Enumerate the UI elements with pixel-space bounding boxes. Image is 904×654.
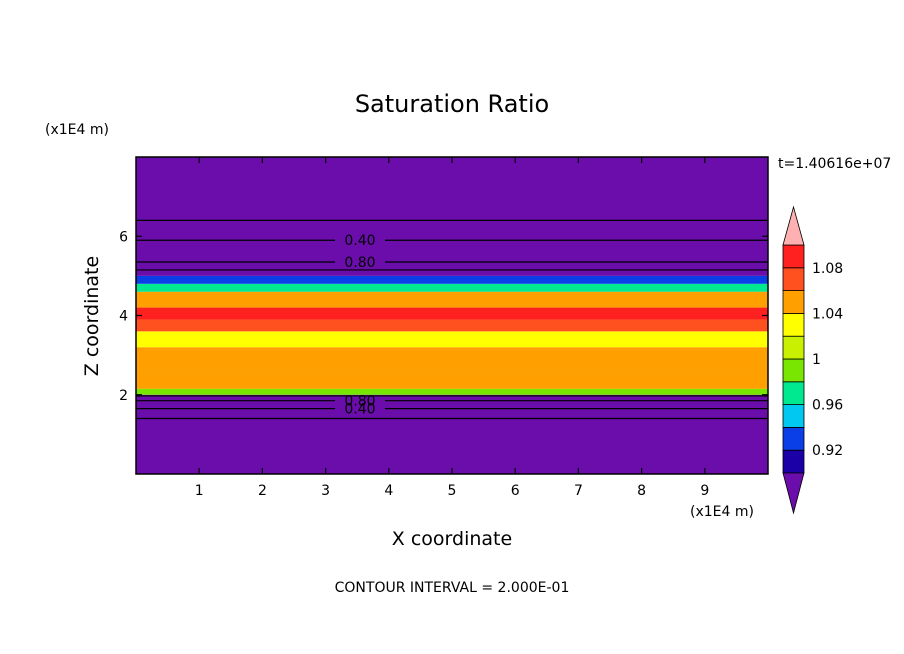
plot-area: 0.400.800.800.40 [136, 157, 768, 474]
y-tick-label: 2 [119, 388, 128, 404]
heatmap-layer [136, 319, 768, 332]
x-tick-label: 3 [321, 483, 330, 499]
colorbar-under-triangle [782, 472, 805, 515]
heatmap-layer [136, 331, 768, 348]
colorbar-band [782, 290, 805, 314]
contour-interval-footer: CONTOUR INTERVAL = 2.000E-01 [335, 580, 570, 596]
colorbar-band [782, 404, 805, 428]
heatmap-layer [136, 291, 768, 308]
colorbar-tick-label: 1.04 [812, 306, 843, 322]
x-axis-label: X coordinate [392, 528, 512, 550]
time-label: t=1.40616e+07 [778, 156, 891, 172]
chart-title: Saturation Ratio [355, 90, 549, 118]
colorbar-band [782, 381, 805, 405]
x-tick-label: 2 [258, 483, 267, 499]
colorbar-band [782, 449, 805, 474]
y-axis-ticks: 2 4 6 [119, 229, 768, 404]
heatmap-layer [136, 370, 768, 389]
colorbar-band [782, 244, 805, 269]
x-tick-label: 9 [700, 483, 709, 499]
heatmap-layer [136, 347, 768, 371]
heatmap-layer [136, 283, 768, 292]
y-axis-units: (x1E4 m) [45, 122, 109, 138]
heatmap-layer [136, 394, 768, 474]
colorbar-tick-label: 1.08 [812, 261, 843, 277]
colorbar-band [782, 335, 805, 360]
heatmap-layers [136, 157, 768, 474]
contour-label: 0.40 [344, 233, 375, 249]
colorbar-over-triangle [782, 205, 805, 246]
colorbar-band [782, 358, 805, 383]
colorbar-band [782, 267, 805, 291]
colorbar-band [782, 312, 805, 337]
colorbar-tick-label: 0.96 [812, 398, 843, 414]
x-axis-ticks: 1 2 3 4 5 6 7 8 9 [195, 157, 709, 499]
x-tick-label: 5 [448, 483, 457, 499]
contour-label: 0.80 [344, 255, 375, 271]
x-tick-label: 4 [384, 483, 393, 499]
colorbar: 0.92 0.96 1 1.04 1.08 [782, 205, 843, 515]
y-axis-label: Z coordinate [81, 256, 103, 376]
heatmap-layer [136, 275, 768, 284]
x-tick-label: 8 [637, 483, 646, 499]
x-tick-label: 7 [574, 483, 583, 499]
contour-label: 0.40 [344, 402, 375, 418]
y-tick-label: 4 [119, 309, 128, 325]
colorbar-tick-label: 1 [812, 352, 821, 368]
x-tick-label: 1 [195, 483, 204, 499]
heatmap-layer [136, 157, 768, 276]
x-axis-units: (x1E4 m) [690, 504, 754, 520]
heatmap-layer [136, 307, 768, 320]
y-tick-label: 6 [119, 229, 128, 245]
colorbar-tick-label: 0.92 [812, 443, 843, 459]
heatmap-layer [136, 388, 768, 395]
contour-lines: 0.400.800.800.40 [136, 219, 768, 420]
colorbar-band [782, 426, 805, 451]
x-tick-label: 6 [511, 483, 520, 499]
contour-label: 0.80 [344, 394, 375, 410]
